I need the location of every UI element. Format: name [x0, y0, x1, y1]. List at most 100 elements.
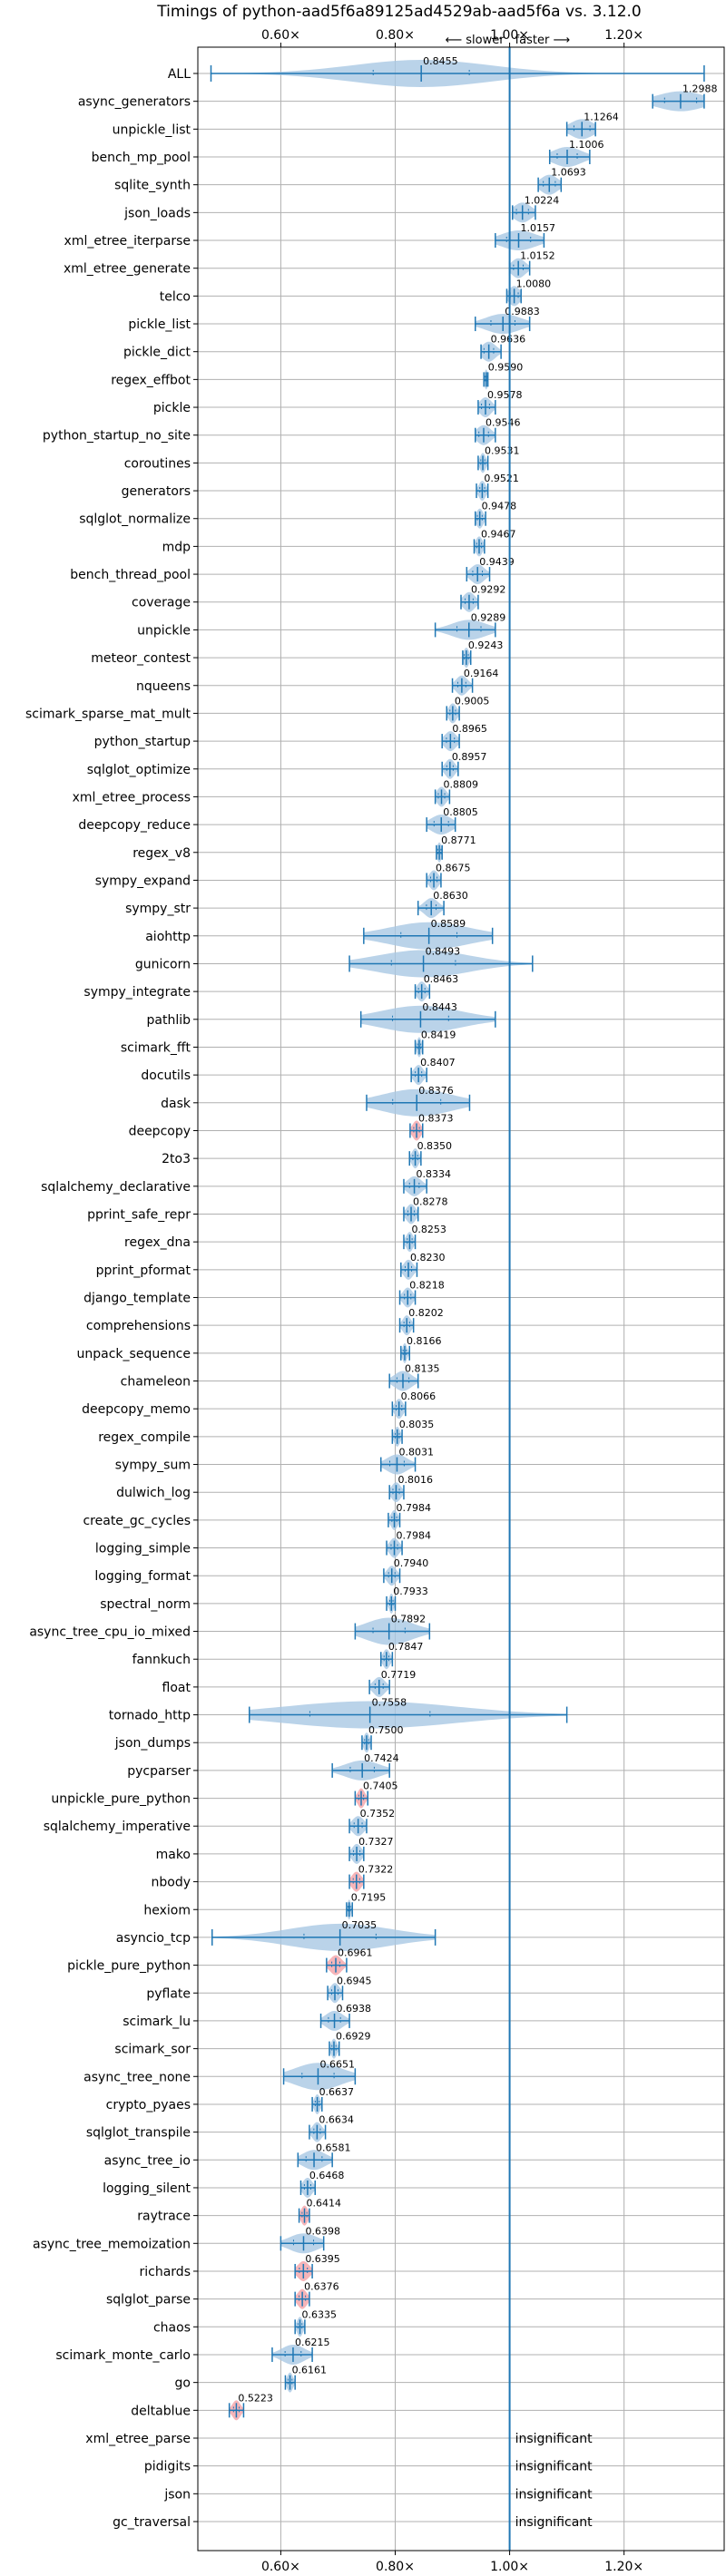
category-label: sympy_str [125, 902, 191, 916]
category-label: logging_simple [95, 1542, 191, 1556]
value-label: 0.6945 [337, 1975, 372, 1986]
value-label: 0.8031 [398, 1447, 434, 1459]
value-label: 0.6637 [319, 2086, 355, 2098]
value-label: 0.7500 [368, 1724, 404, 1736]
x-tick-label-bottom: 0.80× [376, 2560, 415, 2574]
value-label: 0.9531 [485, 444, 520, 456]
value-label: 0.6398 [306, 2225, 341, 2237]
value-label: 0.8166 [407, 1335, 442, 1347]
category-label: coverage [132, 596, 191, 610]
x-tick-label-bottom: 1.00× [490, 2560, 529, 2574]
value-label: 0.8463 [424, 973, 459, 985]
value-label: 0.6215 [295, 2337, 330, 2348]
value-label: 0.7719 [381, 1669, 417, 1681]
value-label: 0.9521 [484, 473, 519, 484]
category-label: xml_etree_parse [85, 2432, 191, 2446]
value-label: 0.8957 [452, 751, 487, 763]
value-label: 0.9467 [481, 528, 516, 540]
category-label: regex_dna [124, 1235, 191, 1250]
category-label: json_dumps [114, 1736, 191, 1751]
category-label: async_tree_memoization [33, 2237, 191, 2251]
value-label: 0.9883 [505, 306, 540, 317]
category-label: python_startup_no_site [43, 429, 191, 444]
value-label: 1.0157 [520, 222, 555, 234]
category-label: chameleon [121, 1375, 191, 1390]
category-label: async_generators [78, 95, 191, 110]
value-label: 0.9478 [482, 501, 517, 512]
value-label: 0.8493 [426, 945, 461, 957]
category-label: async_tree_cpu_io_mixed [29, 1625, 191, 1640]
category-label: sqlalchemy_declarative [41, 1180, 191, 1195]
category-label: scimark_sparse_mat_mult [25, 707, 191, 721]
value-label: 1.1264 [584, 111, 619, 122]
category-label: xml_etree_generate [64, 262, 191, 277]
value-label: 0.8809 [444, 778, 479, 790]
value-label: 0.8965 [452, 723, 486, 735]
category-label: logging_silent [103, 2181, 191, 2196]
category-label: unpack_sequence [77, 1347, 191, 1361]
category-label: float [162, 1681, 191, 1695]
value-label: 0.8278 [413, 1195, 448, 1207]
value-label: 0.7327 [358, 1836, 394, 1848]
category-label: aiohttp [145, 930, 191, 944]
value-label: 0.8805 [443, 806, 478, 818]
value-label: 0.7984 [396, 1502, 431, 1514]
value-label: 0.8135 [405, 1363, 440, 1375]
axes: ALL async_generators unpickle_list bench_mp… [25, 28, 725, 2574]
category-label: pprint_safe_repr [87, 1207, 191, 1222]
insignificant-label: insignificant [515, 2487, 594, 2502]
category-label: regex_effbot [111, 373, 191, 387]
category-label: sqlglot_optimize [87, 763, 191, 777]
value-label: 0.6929 [336, 2031, 371, 2043]
value-label: 0.8419 [421, 1029, 456, 1040]
category-label: regex_compile [98, 1430, 191, 1445]
value-label: 0.8443 [422, 1001, 457, 1013]
slower-direction-label: ⟵ slower [445, 34, 505, 47]
category-label: django_template [83, 1292, 191, 1306]
value-label: 1.0080 [516, 278, 552, 289]
category-label: sqlglot_normalize [79, 512, 191, 527]
value-label: 0.6581 [316, 2142, 351, 2153]
category-label: python_startup [94, 735, 191, 749]
category-label: sympy_expand [95, 873, 191, 888]
category-label: sqlglot_transpile [86, 2126, 191, 2141]
category-label: spectral_norm [100, 1597, 191, 1612]
category-label: pyflate [146, 1986, 191, 2001]
category-label: unpickle [137, 623, 191, 638]
category-label: deepcopy [129, 1124, 191, 1138]
value-label: 0.8230 [410, 1252, 446, 1264]
value-label: 0.6938 [337, 2003, 372, 2015]
value-label: 0.8334 [417, 1168, 452, 1180]
value-label: 0.6335 [302, 2308, 338, 2320]
category-label: async_tree_io [104, 2153, 191, 2168]
category-label: mdp [162, 540, 191, 554]
value-label: 0.8407 [420, 1057, 456, 1068]
value-label: 0.8218 [409, 1280, 445, 1292]
grid-lines [198, 47, 724, 2551]
category-label: bench_thread_pool [70, 568, 191, 582]
category-label: gc_traversal [113, 2515, 191, 2530]
value-labels: 0.8455 1.2988 1.1264 1.1006 1.0693 1.0224 1.01… [238, 55, 717, 2530]
category-label: coroutines [124, 456, 191, 471]
value-label: 0.8373 [418, 1112, 454, 1124]
value-label: 0.7940 [394, 1557, 429, 1569]
category-label: unpickle_list [113, 122, 191, 137]
value-label: 1.1006 [569, 139, 604, 151]
category-label: nbody [152, 1876, 191, 1890]
value-label: 0.7195 [351, 1891, 387, 1903]
category-label: json_loads [123, 206, 191, 220]
category-label: sqlglot_parse [106, 2293, 191, 2308]
value-label: 0.7933 [393, 1586, 428, 1597]
category-label: scimark_lu [123, 2015, 191, 2029]
category-label: scimark_sor [114, 2043, 191, 2057]
violins [210, 60, 705, 2421]
category-label: dask [161, 1097, 191, 1111]
value-label: 0.9590 [488, 361, 524, 373]
value-label: 0.7558 [372, 1697, 407, 1709]
value-label: 0.6395 [305, 2253, 340, 2265]
value-label: 0.6961 [338, 1947, 373, 1959]
category-label: xml_etree_iterparse [64, 234, 191, 249]
category-label: generators [122, 484, 191, 499]
x-tick-label-top: 0.60× [261, 28, 300, 43]
category-label: pickle [153, 401, 191, 415]
